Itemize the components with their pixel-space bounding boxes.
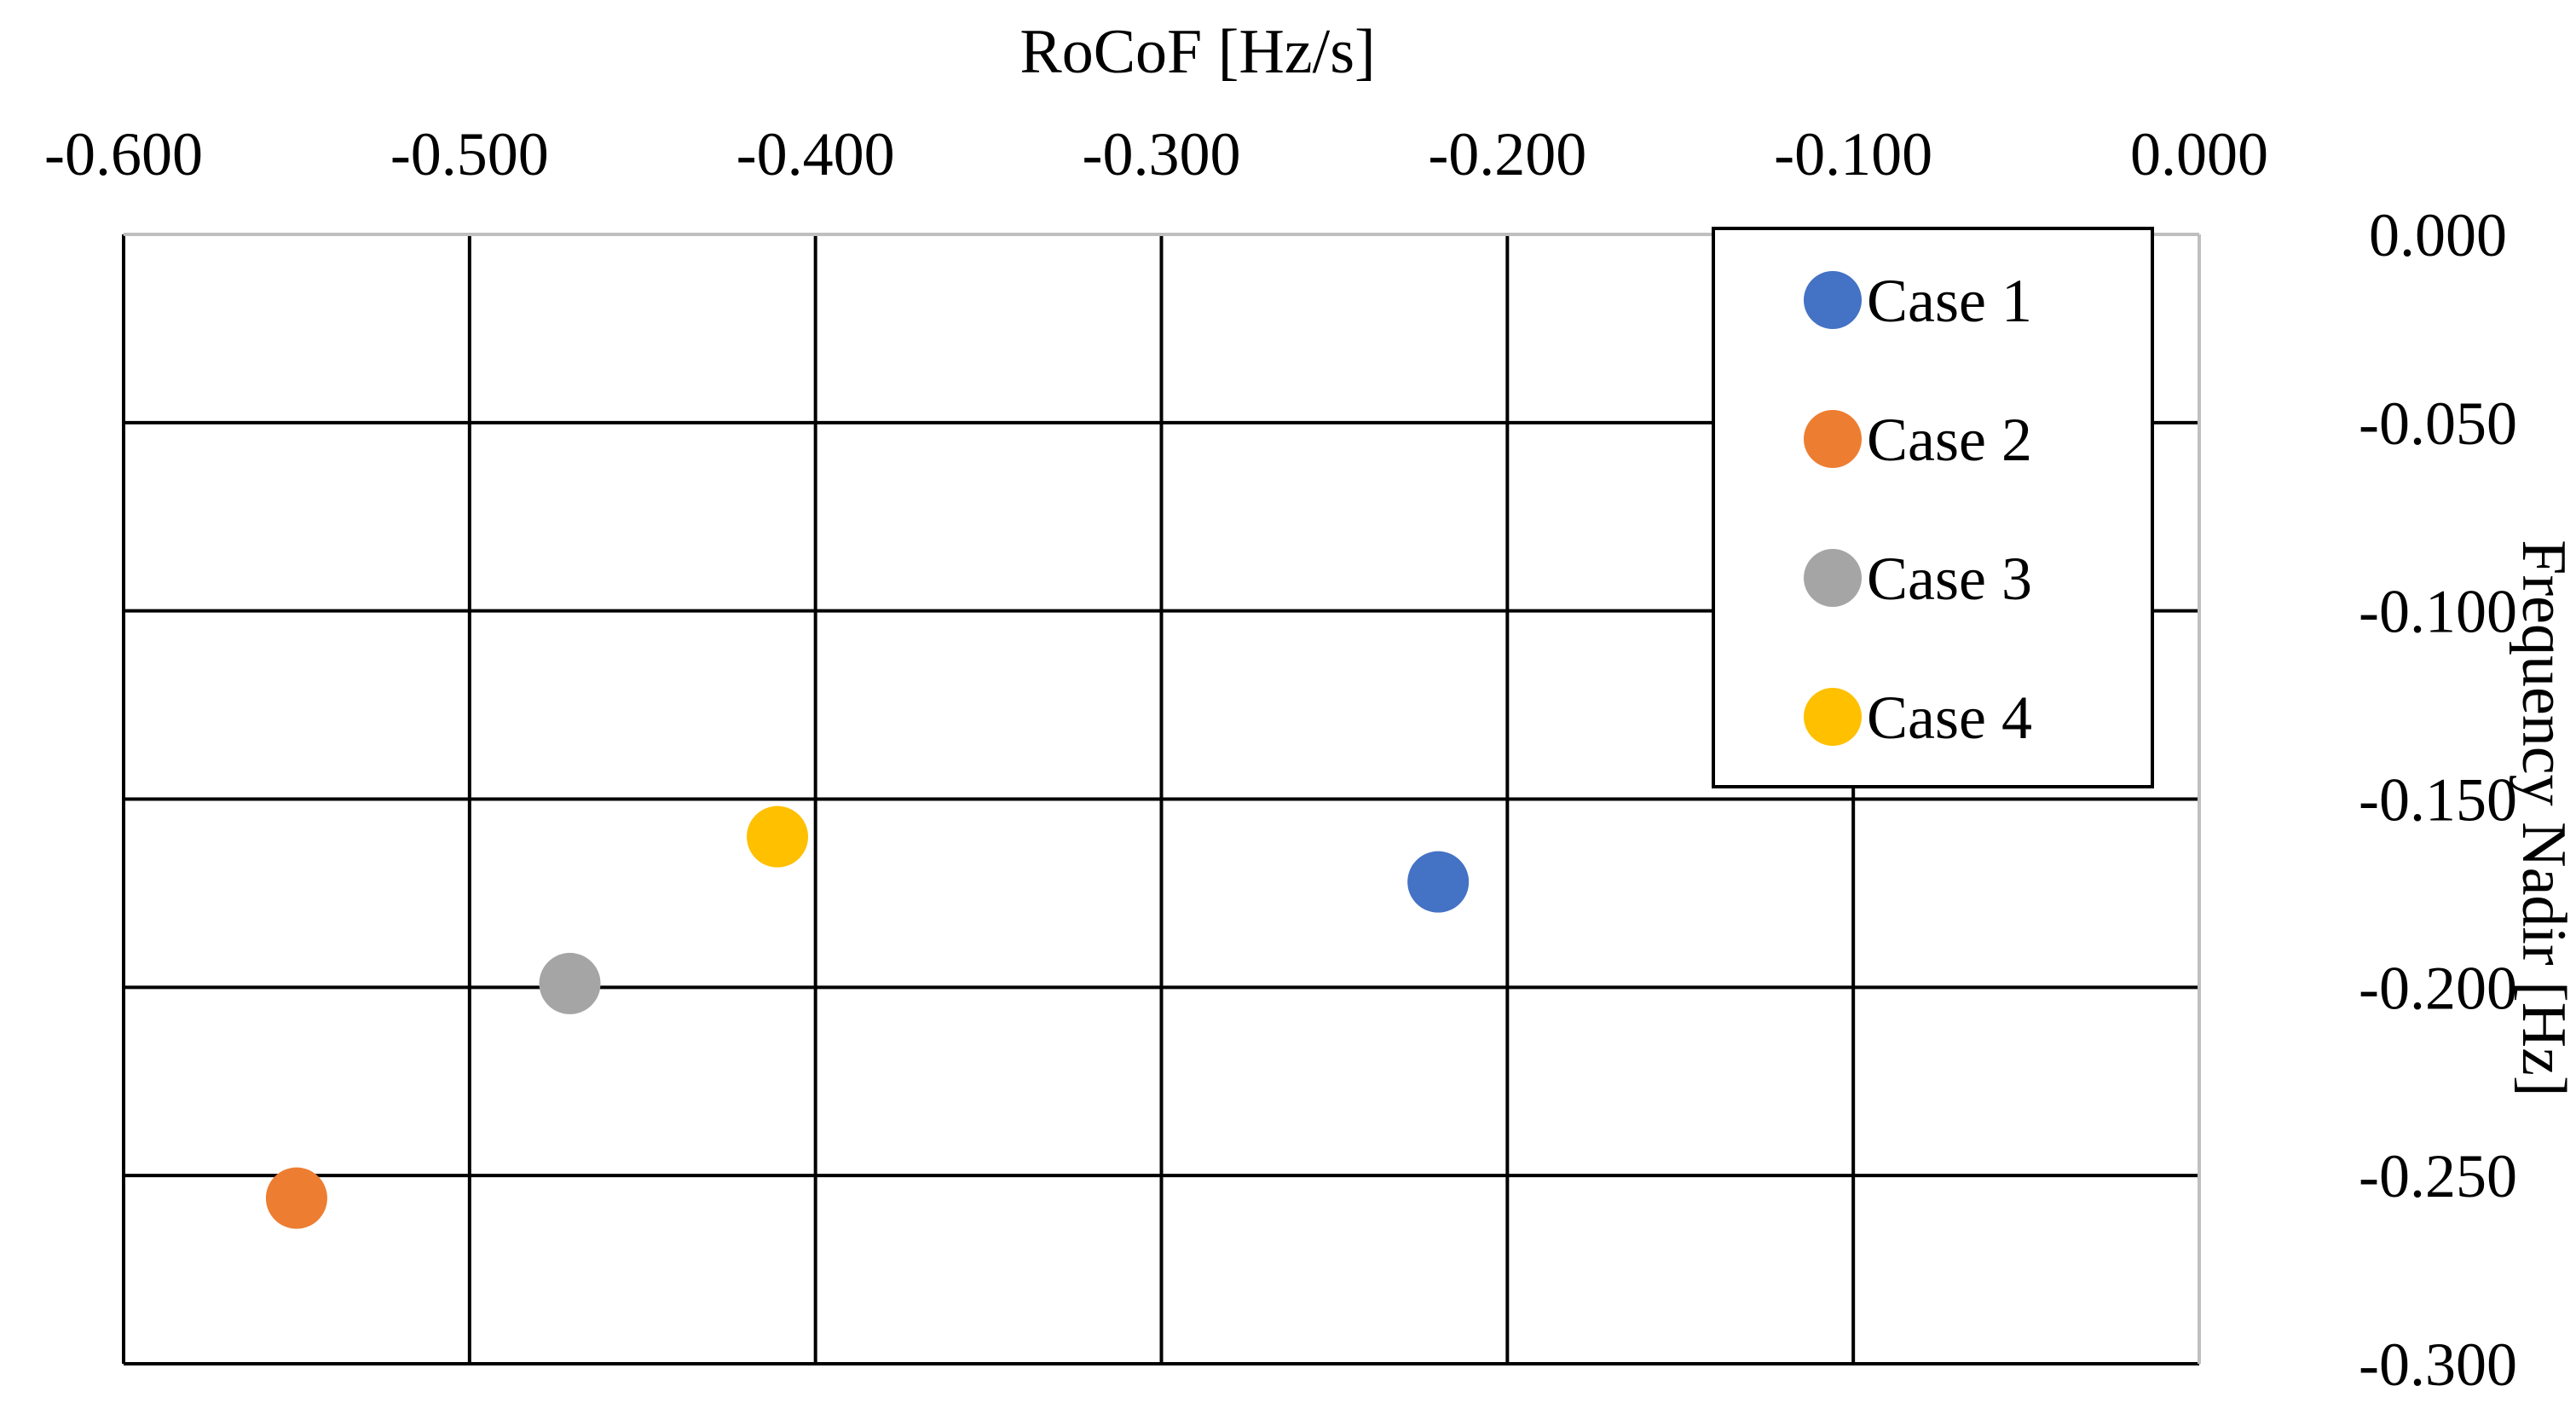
legend-marker-case-4	[1804, 688, 1862, 746]
y-tick-labels: 0.000 -0.050 -0.100 -0.150 -0.200 -0.250 -0.30…	[2359, 201, 2517, 1399]
legend-label-case-2: Case 2	[1867, 406, 2032, 474]
y-axis-title: Frequency Nadir [Hz]	[2509, 540, 2576, 1096]
legend-label-case-1: Case 1	[1867, 267, 2032, 335]
y-tick-label: -0.200	[2359, 954, 2517, 1022]
legend-label-case-4: Case 4	[1867, 684, 2032, 752]
x-tick-label: -0.600	[44, 120, 203, 188]
data-point-case-3	[539, 952, 601, 1014]
legend-marker-case-1	[1804, 271, 1862, 329]
x-tick-label: -0.400	[736, 120, 895, 188]
x-tick-labels: -0.600 -0.500 -0.400 -0.300 -0.200 -0.100 0.00…	[44, 120, 2268, 188]
legend-marker-case-3	[1804, 549, 1862, 607]
x-tick-label: -0.300	[1083, 120, 1241, 188]
x-axis-title: RoCoF [Hz/s]	[1019, 17, 1375, 87]
legend: Case 1 Case 2 Case 3 Case 4	[1712, 227, 2154, 788]
data-point-case-4	[747, 805, 809, 868]
data-point-case-1	[1407, 851, 1470, 913]
y-tick-label: -0.150	[2359, 766, 2517, 834]
x-tick-label: -0.100	[1774, 120, 1932, 188]
x-tick-label: -0.200	[1428, 120, 1586, 188]
y-tick-label: 0.000	[2369, 201, 2507, 269]
legend-box	[1712, 227, 2154, 788]
legend-items: Case 1 Case 2 Case 3 Case 4	[1804, 267, 2032, 752]
y-tick-label: -0.300	[2359, 1331, 2517, 1399]
x-tick-label: 0.000	[2130, 120, 2268, 188]
x-tick-label: -0.500	[390, 120, 549, 188]
y-tick-label: -0.250	[2359, 1142, 2517, 1210]
legend-label-case-3: Case 3	[1867, 545, 2032, 613]
data-point-case-2	[265, 1167, 327, 1229]
y-tick-label: -0.050	[2359, 390, 2517, 458]
legend-marker-case-2	[1804, 410, 1862, 468]
data-points	[265, 805, 1470, 1229]
y-tick-label: -0.100	[2359, 578, 2517, 646]
